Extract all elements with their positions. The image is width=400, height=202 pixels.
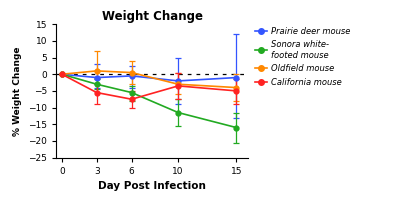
Legend: Prairie deer mouse, Sonora white-
footed mouse, Oldfield mouse, California mouse: Prairie deer mouse, Sonora white- footed… [254,26,351,87]
Title: Weight Change: Weight Change [102,10,202,23]
Y-axis label: % Weight Change: % Weight Change [14,46,22,136]
X-axis label: Day Post Infection: Day Post Infection [98,181,206,191]
